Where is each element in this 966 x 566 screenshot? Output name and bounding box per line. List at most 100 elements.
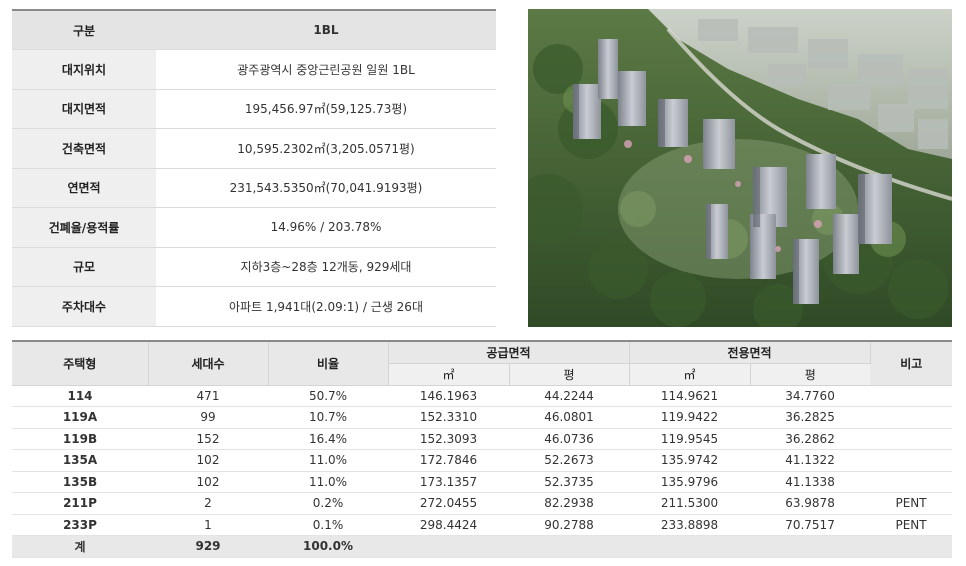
cell-supply-sqm: 272.0455 (388, 492, 509, 515)
total-empty-cell (750, 535, 871, 558)
cell-exclusive-sqm: 114.9621 (629, 385, 751, 407)
site-info-label: 연면적 (12, 168, 156, 208)
site-info-header-value: 1BL (156, 10, 496, 50)
col-header-households: 세대수 (148, 341, 269, 386)
cell-ratio: 50.7% (268, 385, 388, 407)
cell-supply-pyeong: 52.3735 (509, 471, 630, 493)
cell-exclusive-pyeong: 34.7760 (750, 385, 871, 407)
table-row: 233P 1 0.1% 298.4424 90.2788 233.8898 70.7517 P… (12, 514, 953, 536)
cell-supply-pyeong: 90.2788 (509, 514, 630, 536)
cell-unit-type: 233P (12, 514, 148, 536)
total-empty-cell (629, 535, 751, 558)
cell-exclusive-sqm: 119.9545 (629, 428, 751, 450)
table-row: 119A 99 10.7% 152.3310 46.0801 119.9422 36.282… (12, 406, 953, 429)
total-empty-cell (388, 535, 509, 558)
col-header-supply-area: 공급면적 (388, 341, 630, 364)
site-info-value: 231,543.5350㎡(70,041.9193평) (156, 168, 496, 208)
cell-households: 152 (148, 428, 268, 450)
cell-households: 102 (148, 471, 268, 493)
cell-exclusive-pyeong: 63.9878 (750, 492, 871, 515)
cell-supply-pyeong: 46.0801 (509, 406, 630, 429)
cell-supply-pyeong: 82.2938 (509, 492, 630, 515)
cell-ratio: 10.7% (268, 406, 388, 429)
cell-unit-type: 211P (12, 492, 148, 515)
cell-note: PENT (870, 514, 953, 536)
site-info-label: 대지위치 (12, 49, 156, 90)
site-info-row-location: 대지위치 광주광역시 중앙근린공원 일원 1BL (12, 49, 496, 90)
col-header-supply-pyeong: 평 (509, 363, 630, 386)
cell-exclusive-pyeong: 36.2825 (750, 406, 871, 429)
site-info-value: 광주광역시 중앙근린공원 일원 1BL (156, 49, 496, 90)
site-info-table: 구분 1BL 대지위치 광주광역시 중앙근린공원 일원 1BL 대지면적 195… (12, 9, 496, 327)
site-info-value: 195,456.97㎡(59,125.73평) (156, 89, 496, 129)
site-info-row-scale: 규모 지하3층~28층 12개동, 929세대 (12, 247, 496, 287)
table-row: 135B 102 11.0% 173.1357 52.3735 135.9796 41.13… (12, 471, 953, 493)
unit-type-table: 주택형 세대수 비율 공급면적 전용면적 비고 ㎡ 평 ㎡ 평 114 471 50… (12, 340, 953, 558)
site-info-value: 10,595.2302㎡(3,205.0571평) (156, 128, 496, 169)
cell-households: 99 (148, 406, 268, 429)
cell-households: 471 (148, 385, 268, 407)
cell-note: PENT (870, 492, 953, 515)
table-row: 119B 152 16.4% 152.3093 46.0736 119.9545 36.28… (12, 428, 953, 450)
site-info-row-parking: 주차대수 아파트 1,941대(2.09:1) / 근생 26대 (12, 286, 496, 327)
aerial-rendering-illustration (528, 9, 952, 327)
site-info-value: 지하3층~28층 12개동, 929세대 (156, 247, 496, 287)
cell-households: 2 (148, 492, 268, 515)
cell-ratio: 11.0% (268, 471, 388, 493)
col-header-ratio: 비율 (268, 341, 389, 386)
cell-ratio: 0.2% (268, 492, 388, 515)
cell-exclusive-sqm: 233.8898 (629, 514, 751, 536)
unit-table-header-row: 주택형 세대수 비율 공급면적 전용면적 비고 (12, 341, 953, 386)
site-info-value: 14.96% / 203.78% (156, 207, 496, 248)
cell-ratio: 16.4% (268, 428, 388, 450)
cell-note (870, 428, 953, 450)
cell-exclusive-pyeong: 36.2862 (750, 428, 871, 450)
cell-note (870, 385, 953, 407)
total-empty-cell (870, 535, 953, 558)
total-empty-cell (509, 535, 630, 558)
cell-supply-sqm: 146.1963 (388, 385, 509, 407)
col-header-supply-sqm: ㎡ (388, 363, 510, 386)
aerial-rendering-image (528, 9, 952, 327)
col-header-type: 주택형 (12, 341, 149, 386)
col-header-note: 비고 (870, 341, 953, 386)
unit-table-total-row: 계 929 100.0% (12, 535, 953, 558)
site-info-row-site-area: 대지면적 195,456.97㎡(59,125.73평) (12, 89, 496, 129)
site-info-label: 규모 (12, 247, 156, 287)
site-info-label: 주차대수 (12, 286, 156, 327)
cell-exclusive-pyeong: 41.1338 (750, 471, 871, 493)
cell-exclusive-sqm: 135.9796 (629, 471, 751, 493)
cell-unit-type: 114 (12, 385, 148, 407)
site-info-label: 건축면적 (12, 128, 156, 169)
cell-supply-sqm: 172.7846 (388, 449, 509, 472)
site-info-label: 건폐율/용적률 (12, 207, 156, 248)
cell-unit-type: 135B (12, 471, 148, 493)
col-header-exclusive-sqm: ㎡ (629, 363, 751, 386)
cell-note (870, 406, 953, 429)
cell-unit-type: 135A (12, 449, 148, 472)
cell-supply-sqm: 152.3310 (388, 406, 509, 429)
total-label: 계 (12, 535, 148, 558)
cell-supply-pyeong: 46.0736 (509, 428, 630, 450)
site-info-header-row: 구분 1BL (12, 10, 496, 50)
cell-households: 1 (148, 514, 268, 536)
cell-unit-type: 119B (12, 428, 148, 450)
cell-households: 102 (148, 449, 268, 472)
site-info-row-coverage-ratio: 건폐율/용적률 14.96% / 203.78% (12, 207, 496, 248)
cell-exclusive-sqm: 135.9742 (629, 449, 751, 472)
site-info-row-total-floor-area: 연면적 231,543.5350㎡(70,041.9193평) (12, 168, 496, 208)
cell-note (870, 449, 953, 472)
cell-exclusive-sqm: 211.5300 (629, 492, 751, 515)
cell-exclusive-sqm: 119.9422 (629, 406, 751, 429)
cell-note (870, 471, 953, 493)
total-ratio: 100.0% (268, 535, 388, 558)
cell-exclusive-pyeong: 70.7517 (750, 514, 871, 536)
cell-ratio: 0.1% (268, 514, 388, 536)
cell-unit-type: 119A (12, 406, 148, 429)
total-households: 929 (148, 535, 268, 558)
site-info-label: 대지면적 (12, 89, 156, 129)
cell-exclusive-pyeong: 41.1322 (750, 449, 871, 472)
cell-supply-sqm: 173.1357 (388, 471, 509, 493)
table-row: 135A 102 11.0% 172.7846 52.2673 135.9742 41.13… (12, 449, 953, 472)
cell-ratio: 11.0% (268, 449, 388, 472)
